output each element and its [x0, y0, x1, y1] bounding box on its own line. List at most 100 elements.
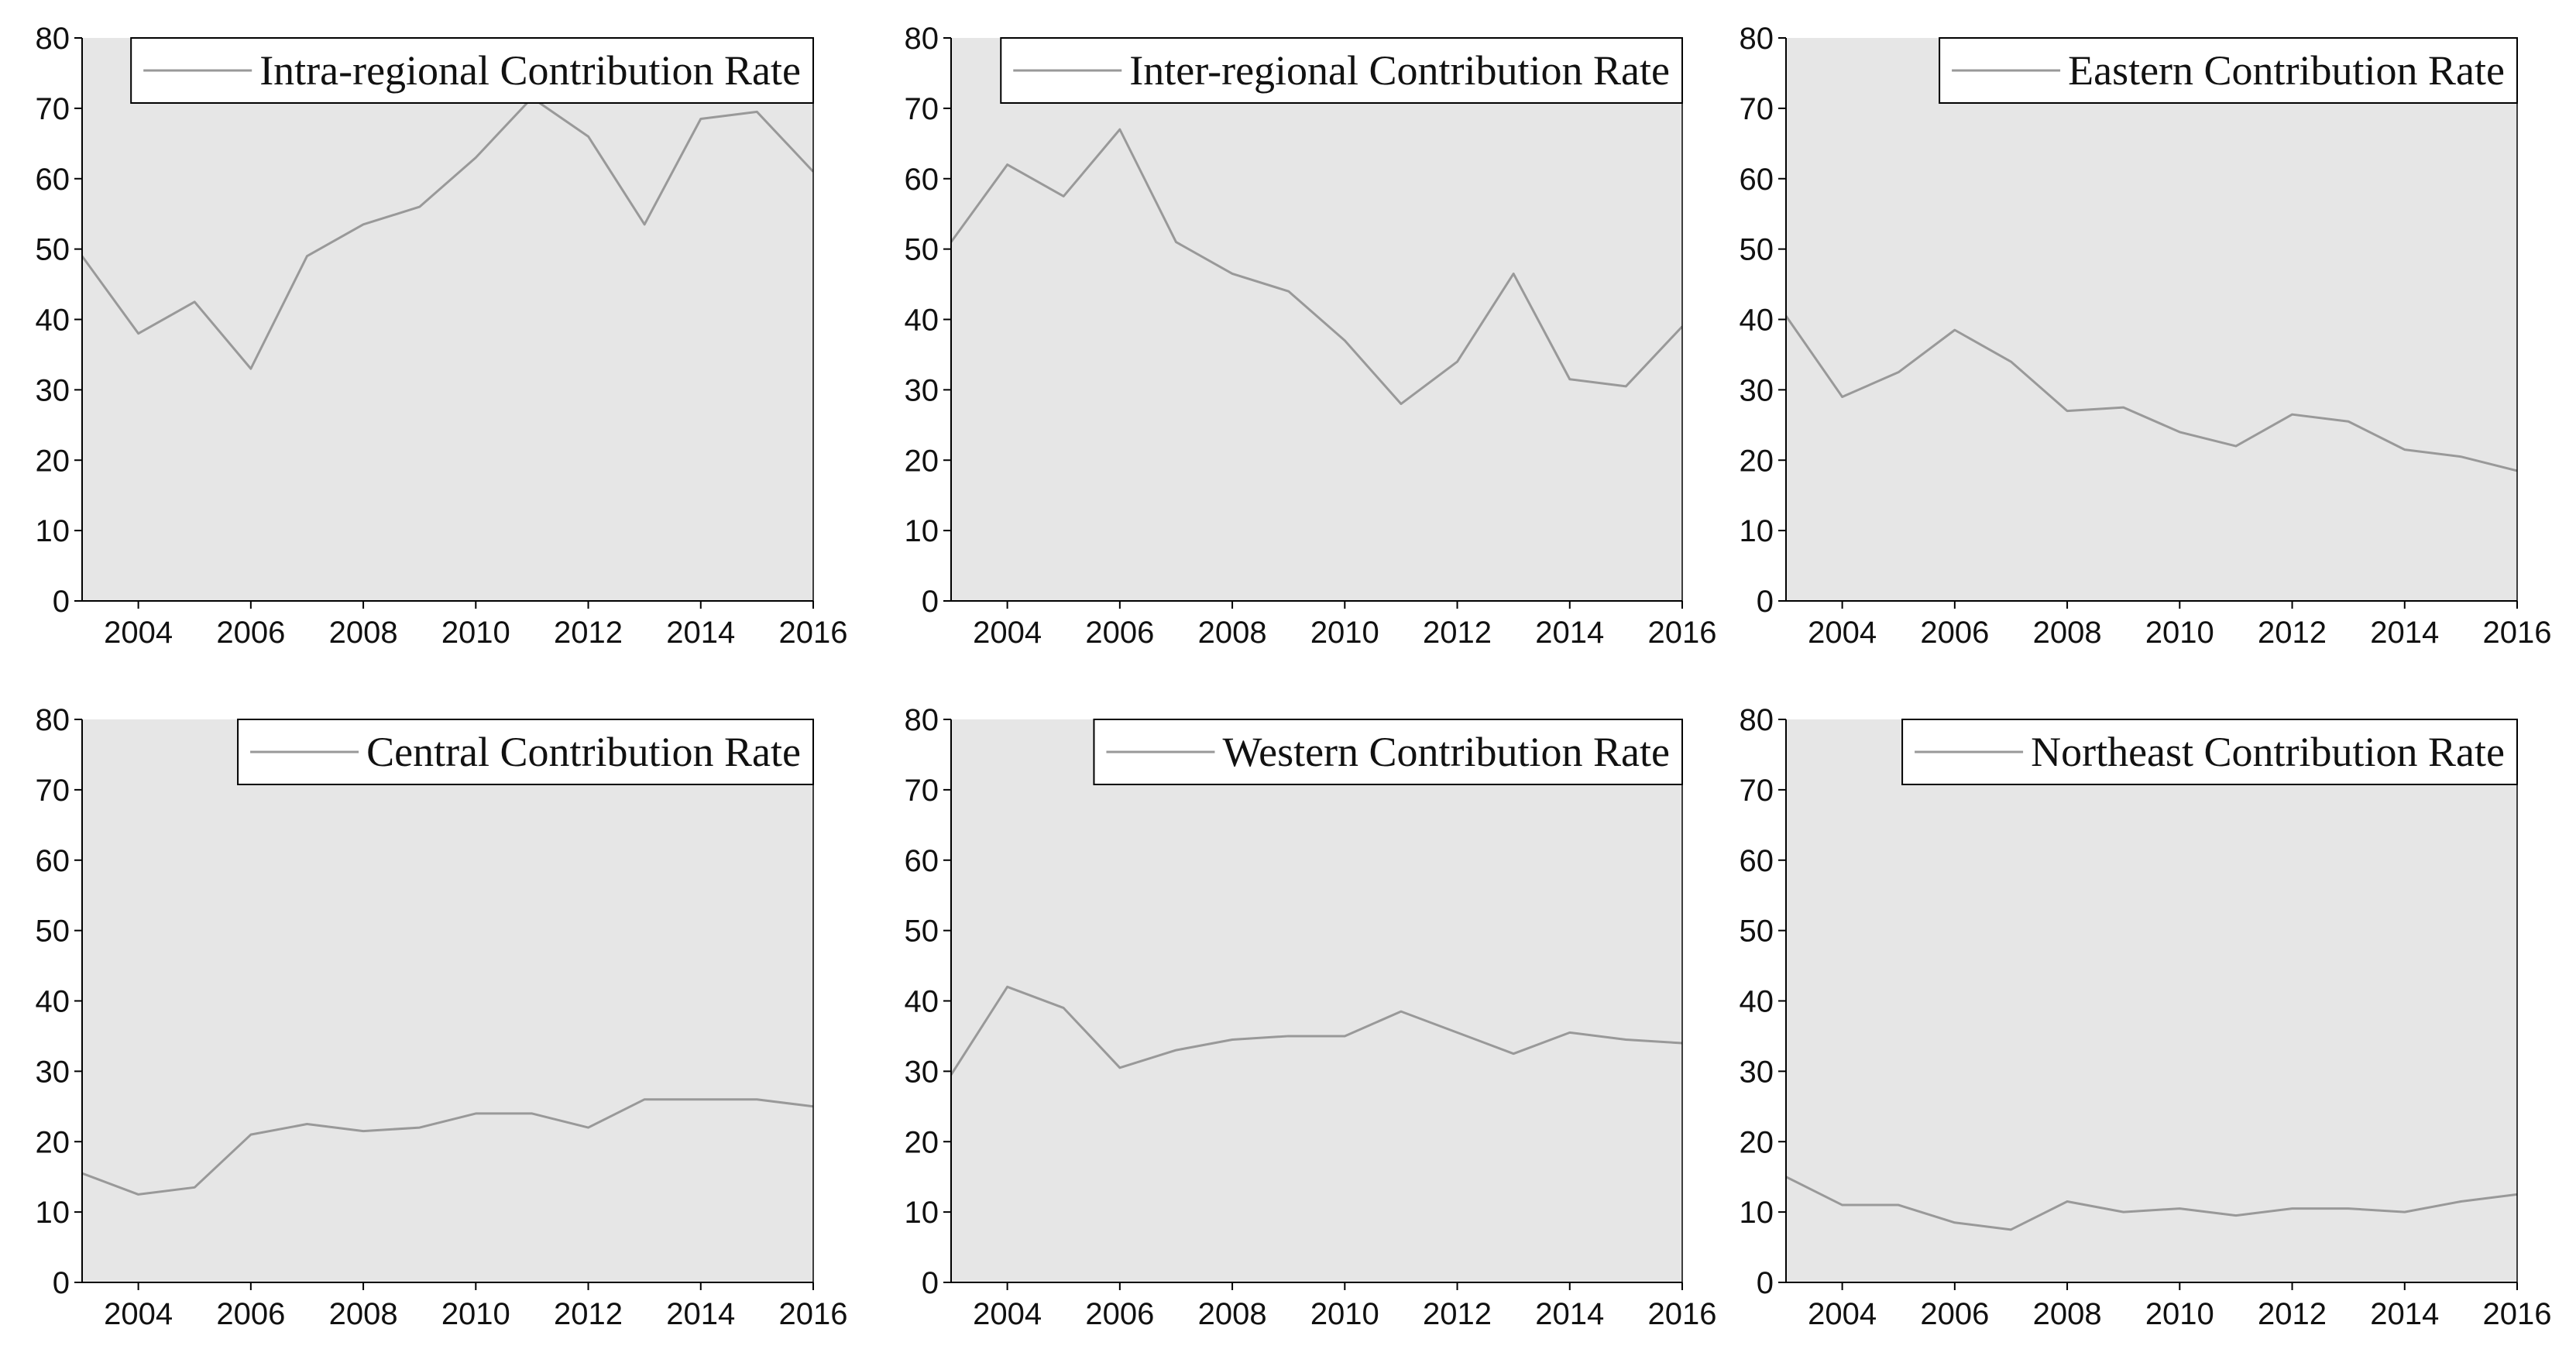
panel: 0 10 20 30 40 50 60 70 80 2004 2006 2008 2010 2012 201… [1740, 22, 2552, 650]
x-tick-label: 2012 [554, 616, 623, 650]
data-line [82, 1098, 813, 1196]
y-tick-label: 80 [905, 22, 939, 56]
x-tick-label: 2004 [1808, 616, 1877, 650]
x-tick-label: 2014 [666, 1297, 735, 1331]
y-tick-label: 70 [36, 92, 70, 126]
y-tick-label: 0 [53, 585, 70, 619]
y-tick-label: 10 [905, 1196, 939, 1230]
y-tick-label: 40 [905, 985, 939, 1019]
x-tick-label: 2010 [441, 616, 510, 650]
y-tick-label: 30 [905, 373, 939, 407]
y-tick-label: 50 [905, 233, 939, 267]
x-tick-label: 2016 [779, 1297, 848, 1331]
x-tick-label: 2008 [1198, 1297, 1267, 1331]
y-tick-label: 80 [905, 703, 939, 737]
data-line [1786, 315, 2517, 472]
x-tick-label: 2016 [2483, 1297, 2552, 1331]
x-tick-label: 2012 [1423, 1297, 1492, 1331]
x-tick-label: 2010 [1310, 616, 1379, 650]
x-tick-label: 2006 [1920, 616, 1989, 650]
plot-area [951, 38, 1682, 601]
y-tick-label: 20 [1740, 444, 1774, 478]
legend-label: Intra-regional Contribution Rate [259, 47, 801, 94]
y-tick-label: 30 [36, 373, 70, 407]
plot-area [82, 38, 813, 601]
y-tick-label: 40 [36, 985, 70, 1019]
legend: Eastern Contribution Rate [1939, 37, 2518, 104]
legend-label: Northeast Contribution Rate [2031, 729, 2505, 775]
x-tick-label: 2012 [2258, 1297, 2327, 1331]
x-tick-label: 2004 [973, 616, 1042, 650]
series-group [1786, 315, 2517, 472]
x-tick-label: 2004 [104, 1297, 173, 1331]
y-tick-label: 20 [905, 444, 939, 478]
y-tick-label: 60 [905, 844, 939, 878]
y-tick-label: 40 [36, 304, 70, 338]
y-tick-label: 50 [1740, 233, 1774, 267]
legend: Central Contribution Rate [237, 719, 814, 785]
x-tick-label: 2006 [1085, 1297, 1154, 1331]
y-tick-label: 0 [53, 1266, 70, 1300]
panel: 0 10 20 30 40 50 60 70 80 2004 2006 2008 2010 2012 201… [905, 703, 1717, 1331]
y-tick-label: 40 [1740, 304, 1774, 338]
plot-area [82, 719, 813, 1282]
y-tick-label: 80 [36, 22, 70, 56]
x-tick-label: 2006 [216, 1297, 285, 1331]
legend-label: Inter-regional Contribution Rate [1129, 47, 1670, 94]
series-group [1786, 1176, 2517, 1231]
legend-label: Eastern Contribution Rate [2068, 47, 2505, 94]
y-tick-label: 30 [1740, 1055, 1774, 1089]
x-tick-label: 2006 [216, 616, 285, 650]
series-group [951, 128, 1682, 406]
y-tick-label: 20 [905, 1125, 939, 1159]
x-tick-label: 2004 [973, 1297, 1042, 1331]
x-tick-label: 2008 [2033, 1297, 2102, 1331]
x-tick-label: 2008 [1198, 616, 1267, 650]
series-group [82, 96, 813, 370]
y-tick-label: 20 [36, 1125, 70, 1159]
data-line [951, 985, 1682, 1076]
x-tick-label: 2014 [666, 616, 735, 650]
y-tick-label: 70 [1740, 92, 1774, 126]
x-tick-label: 2008 [329, 616, 398, 650]
x-tick-label: 2008 [2033, 616, 2102, 650]
x-tick-label: 2016 [1648, 1297, 1717, 1331]
x-tick-label: 2010 [2145, 616, 2214, 650]
panel: 0 10 20 30 40 50 60 70 80 2004 2006 2008 2010 2012 201… [1740, 703, 2552, 1331]
series-group [82, 1098, 813, 1196]
x-tick-label: 2012 [2258, 616, 2327, 650]
plot-area [1786, 719, 2517, 1282]
y-tick-label: 10 [36, 514, 70, 548]
series-group [951, 985, 1682, 1076]
x-tick-label: 2014 [2370, 616, 2439, 650]
y-tick-label: 10 [905, 514, 939, 548]
y-tick-label: 20 [36, 444, 70, 478]
y-tick-label: 80 [1740, 22, 1774, 56]
x-tick-label: 2010 [441, 1297, 510, 1331]
x-tick-label: 2012 [1423, 616, 1492, 650]
y-tick-label: 80 [1740, 703, 1774, 737]
y-tick-label: 40 [1740, 985, 1774, 1019]
y-tick-label: 20 [1740, 1125, 1774, 1159]
y-tick-label: 30 [36, 1055, 70, 1089]
x-tick-label: 2014 [2370, 1297, 2439, 1331]
y-tick-label: 10 [1740, 1196, 1774, 1230]
panel: 0 10 20 30 40 50 60 70 80 2004 2006 2008 2010 2012 201… [905, 22, 1717, 650]
legend-label: Central Contribution Rate [366, 729, 801, 775]
data-line [951, 128, 1682, 406]
legend: Inter-regional Contribution Rate [1000, 37, 1683, 104]
y-tick-label: 0 [1757, 585, 1774, 619]
x-tick-label: 2008 [329, 1297, 398, 1331]
y-tick-label: 60 [1740, 163, 1774, 197]
y-tick-label: 50 [36, 233, 70, 267]
legend: Northeast Contribution Rate [1901, 719, 2518, 785]
y-tick-label: 40 [905, 304, 939, 338]
y-tick-label: 50 [905, 915, 939, 949]
y-tick-label: 10 [1740, 514, 1774, 548]
y-tick-label: 0 [922, 585, 939, 619]
y-tick-label: 50 [36, 915, 70, 949]
x-tick-label: 2004 [1808, 1297, 1877, 1331]
y-tick-label: 0 [922, 1266, 939, 1300]
